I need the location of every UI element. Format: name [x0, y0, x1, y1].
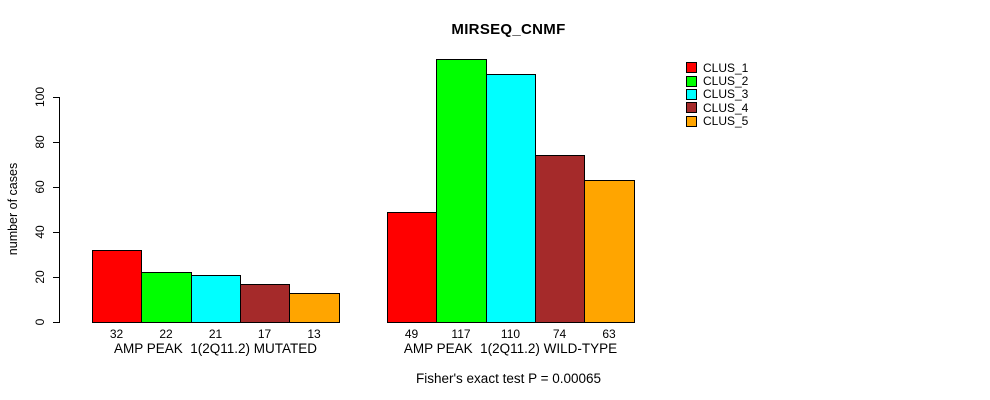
- y-tick: [53, 97, 59, 98]
- group-label: AMP PEAK 1(2Q11.2) WILD-TYPE: [403, 341, 618, 356]
- legend-item: CLUS_2: [686, 74, 749, 89]
- legend-swatch: [686, 75, 697, 87]
- bar: [387, 212, 437, 323]
- bar: [535, 155, 585, 323]
- bar-value-label: 117: [451, 327, 471, 341]
- y-axis-line: [59, 97, 60, 323]
- chart-title: MIRSEQ_CNMF: [451, 21, 566, 38]
- y-tick: [53, 277, 59, 278]
- legend-swatch: [686, 115, 697, 127]
- bar-value-label: 13: [307, 327, 321, 341]
- legend-label: CLUS_3: [703, 87, 749, 102]
- y-tick-label: 0: [33, 318, 47, 326]
- legend-item: CLUS_3: [686, 87, 749, 102]
- bar: [436, 59, 487, 323]
- group-label: AMP PEAK 1(2Q11.2) MUTATED: [113, 341, 318, 356]
- bar-value-label: 22: [159, 327, 173, 341]
- bar-value-label: 17: [257, 327, 272, 341]
- bar-value-label: 49: [404, 327, 419, 341]
- bar: [141, 272, 192, 323]
- legend-swatch: [686, 102, 697, 114]
- bar: [584, 180, 635, 323]
- legend-item: CLUS_5: [686, 114, 749, 129]
- legend-swatch: [686, 62, 697, 74]
- y-tick: [53, 232, 59, 233]
- bar-value-label: 21: [208, 327, 223, 341]
- y-tick-label: 100: [33, 86, 47, 108]
- bar-value-label: 32: [109, 327, 124, 341]
- legend: CLUS_1 CLUS_2 CLUS_3 CLUS_4 CLUS_5: [686, 61, 748, 128]
- bar: [240, 284, 290, 323]
- legend-swatch: [686, 88, 697, 100]
- bar-value-label: 74: [552, 327, 567, 341]
- legend-item: CLUS_1: [686, 60, 749, 75]
- legend-label: CLUS_1: [703, 60, 749, 75]
- bar: [92, 250, 142, 323]
- legend-label: CLUS_5: [703, 114, 749, 129]
- legend-label: CLUS_2: [703, 74, 749, 89]
- y-tick-label: 60: [33, 180, 47, 194]
- y-tick: [53, 187, 59, 188]
- legend-item: CLUS_4: [686, 100, 749, 115]
- y-tick: [53, 322, 59, 323]
- y-tick-label: 80: [33, 135, 47, 149]
- y-tick-label: 20: [33, 270, 47, 284]
- legend-label: CLUS_4: [703, 100, 749, 115]
- bar-value-label: 63: [602, 327, 616, 341]
- bar: [289, 293, 340, 323]
- caption: Fisher's exact test P = 0.00065: [415, 371, 602, 386]
- bar-value-label: 110: [500, 327, 521, 341]
- bar: [486, 74, 536, 323]
- y-tick-label: 40: [33, 225, 47, 239]
- y-tick: [53, 142, 59, 143]
- bar: [191, 275, 241, 323]
